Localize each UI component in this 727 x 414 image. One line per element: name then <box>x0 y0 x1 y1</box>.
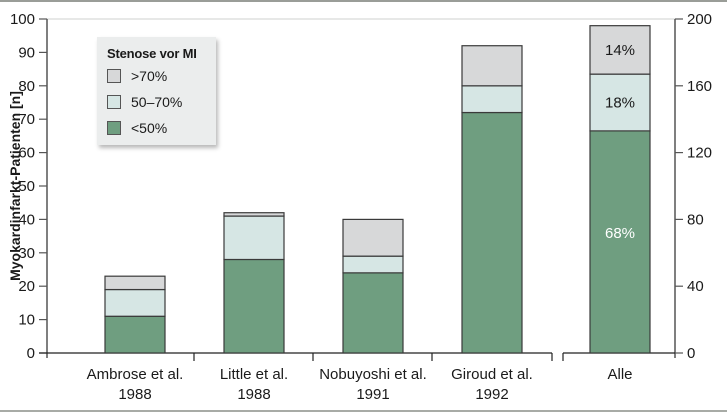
legend-title: Stenose vor MI <box>107 46 197 61</box>
x-category-label: Little et al. <box>220 366 288 383</box>
left-y-tick-label: 0 <box>27 345 35 362</box>
right-y-tick-label: 120 <box>687 145 712 162</box>
bar-segment <box>104 275 166 291</box>
legend-item-lt50: <50% <box>107 119 167 137</box>
legend-label-50-70: 50–70% <box>131 94 183 110</box>
right-y-tick-label: 160 <box>687 78 712 95</box>
right-y-tick-label: 0 <box>687 345 695 362</box>
bar-segment <box>461 85 523 114</box>
bar-segment <box>223 215 285 261</box>
left-y-tick-label: 80 <box>18 78 35 95</box>
bottom-border <box>0 410 727 412</box>
bar-segment <box>104 288 166 317</box>
legend: Stenose vor MI >70% 50–70% <50% <box>97 37 216 145</box>
right-y-tick-label: 200 <box>687 11 712 28</box>
left-y-tick-label: 90 <box>18 44 35 61</box>
x-category-label: 1991 <box>356 386 389 403</box>
bar-percentage-label: 18% <box>605 95 635 112</box>
left-y-tick-label: 100 <box>10 11 35 28</box>
legend-label-lt50: <50% <box>131 120 168 136</box>
top-border <box>0 0 727 2</box>
legend-swatch-lt50 <box>107 121 121 135</box>
bar-segment <box>342 218 404 257</box>
bar-segment <box>461 45 523 87</box>
left-y-tick-label: 70 <box>18 111 35 128</box>
left-y-tick-label: 30 <box>18 245 35 262</box>
bar-segment <box>589 130 651 354</box>
bar-segment <box>104 315 166 354</box>
x-category-label: Alle <box>607 366 632 383</box>
legend-swatch-gt70 <box>107 69 121 83</box>
right-y-tick-label: 40 <box>687 278 704 295</box>
x-category-label: Giroud et al. <box>451 366 533 383</box>
legend-item-50-70: 50–70% <box>107 93 182 111</box>
legend-item-gt70: >70% <box>107 67 167 85</box>
y-axis-title: Myokardinfarkt-Patienten [n] <box>7 91 23 281</box>
legend-swatch-50-70 <box>107 95 121 109</box>
left-y-tick-label: 60 <box>18 145 35 162</box>
bar-segment <box>461 111 523 354</box>
bar-segment <box>342 272 404 354</box>
bar-segment <box>223 258 285 354</box>
legend-label-gt70: >70% <box>131 68 168 84</box>
left-y-tick-label: 50 <box>18 178 35 195</box>
x-category-label: 1992 <box>475 386 508 403</box>
x-category-label: 1988 <box>118 386 151 403</box>
x-category-label: Nobuyoshi et al. <box>319 366 427 383</box>
left-y-tick-label: 40 <box>18 211 35 228</box>
left-y-tick-label: 10 <box>18 312 35 329</box>
x-category-label: Ambrose et al. <box>87 366 184 383</box>
left-y-tick-label: 20 <box>18 278 35 295</box>
bar-percentage-label: 68% <box>605 225 635 242</box>
bar-segment <box>589 25 651 75</box>
bar-segment <box>342 255 404 274</box>
bar-percentage-label: 14% <box>605 42 635 59</box>
right-y-tick-label: 80 <box>687 211 704 228</box>
bar-segment <box>223 212 285 217</box>
x-category-label: 1988 <box>237 386 270 403</box>
